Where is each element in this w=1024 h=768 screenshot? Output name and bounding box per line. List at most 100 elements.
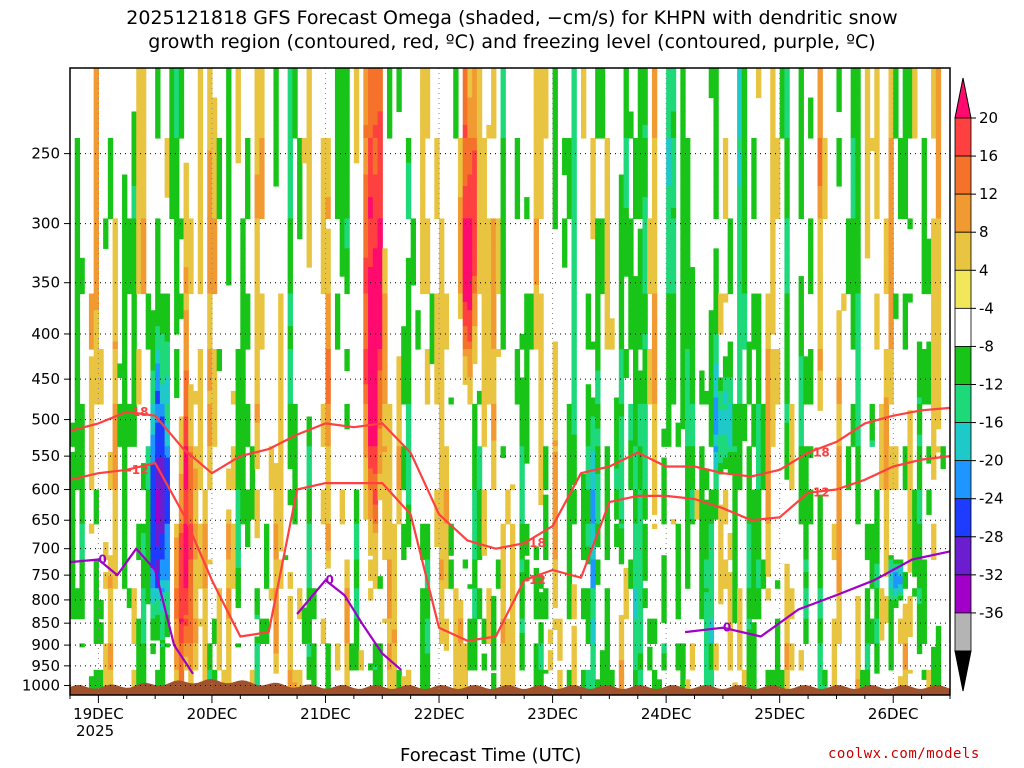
omega-cell [117, 363, 123, 372]
omega-cell [566, 137, 573, 152]
omega-cell [150, 509, 156, 515]
omega-cell [164, 643, 170, 648]
omega-cell [226, 162, 232, 176]
omega-cell [202, 650, 208, 655]
omega-cell [368, 576, 374, 581]
omega-cell [434, 137, 440, 152]
omega-cell [372, 370, 379, 379]
omega-cell [140, 625, 147, 631]
omega-cell [377, 162, 383, 176]
omega-cell [519, 550, 525, 556]
omega-cell [107, 137, 114, 152]
omega-cell [70, 499, 76, 506]
omega-cell [155, 390, 161, 399]
omega-cell [415, 326, 421, 335]
omega-cell [571, 514, 577, 520]
omega-cell [519, 422, 525, 430]
omega-cell [292, 446, 298, 453]
omega-cell [103, 572, 109, 577]
omega-cell [424, 622, 431, 627]
omega-cell [368, 537, 374, 543]
omega-cell [197, 528, 204, 534]
omega-cell [325, 555, 331, 561]
omega-cell [273, 559, 279, 565]
omega-cell [136, 653, 142, 658]
omega-cell [211, 349, 218, 357]
omega-cell [136, 669, 142, 674]
omega-cell [377, 111, 383, 126]
omega-cell [538, 363, 544, 372]
omega-cell [226, 622, 232, 627]
omega-cell [325, 646, 331, 651]
omega-cell [566, 555, 573, 561]
omega-cell [382, 384, 388, 392]
omega-cell [543, 499, 549, 506]
omega-cell [467, 83, 473, 99]
omega-cell [566, 509, 573, 515]
omega-cell [519, 523, 525, 530]
omega-cell [439, 611, 445, 616]
omega-cell [372, 468, 379, 475]
omega-cell [287, 326, 293, 335]
omega-cell [424, 614, 431, 620]
omega-cell [368, 384, 374, 392]
omega-cell [93, 622, 99, 627]
omega-cell [528, 293, 535, 303]
omega-cell [240, 519, 246, 525]
omega-cell [580, 614, 587, 620]
omega-cell [140, 618, 147, 623]
omega-cell [434, 356, 440, 365]
omega-cell [491, 267, 497, 277]
omega-cell [159, 653, 166, 658]
omega-cell [188, 384, 194, 392]
omega-cell [88, 370, 95, 379]
omega-cell [155, 614, 161, 620]
omega-cell [476, 533, 483, 539]
omega-cell [197, 150, 204, 164]
omega-cell [377, 301, 383, 311]
omega-cell [287, 150, 293, 164]
omega-cell [254, 111, 260, 126]
omega-cell [112, 584, 118, 589]
omega-cell [159, 499, 166, 506]
omega-cell [155, 446, 161, 453]
omega-cell [287, 603, 293, 609]
omega-cell [207, 310, 213, 319]
omega-cell [306, 174, 312, 187]
omega-cell [287, 341, 293, 350]
omega-cell [197, 618, 204, 623]
omega-cell [524, 410, 530, 418]
omega-cell [164, 397, 170, 405]
omega-cell [202, 656, 208, 661]
omega-cell [571, 673, 577, 677]
omega-cell [193, 463, 199, 470]
omega-cell [188, 676, 194, 680]
omega-cell [226, 97, 232, 113]
omega-cell [103, 580, 109, 585]
omega-cell [183, 174, 189, 187]
omega-cell [481, 629, 487, 634]
omega-cell [325, 267, 331, 277]
omega-cell [74, 377, 81, 385]
omega-cell [457, 676, 464, 680]
omega-cell [183, 276, 189, 286]
omega-cell [580, 607, 587, 612]
omega-cell [500, 567, 506, 573]
omega-cell [178, 301, 185, 311]
omega-cell [202, 599, 208, 605]
omega-cell [344, 207, 350, 220]
omega-cell [491, 370, 497, 379]
omega-cell [524, 533, 530, 539]
omega-cell [150, 622, 156, 627]
omega-cell [306, 656, 312, 661]
omega-cell [259, 293, 265, 303]
omega-cell [420, 174, 426, 187]
omega-cell [122, 207, 128, 220]
omega-cell [211, 97, 218, 113]
omega-cell [301, 150, 308, 164]
omega-cell [297, 592, 303, 597]
omega-cell [368, 228, 374, 240]
omega-cell [292, 679, 298, 684]
omega-cell [287, 390, 293, 399]
omega-cell [240, 504, 246, 511]
